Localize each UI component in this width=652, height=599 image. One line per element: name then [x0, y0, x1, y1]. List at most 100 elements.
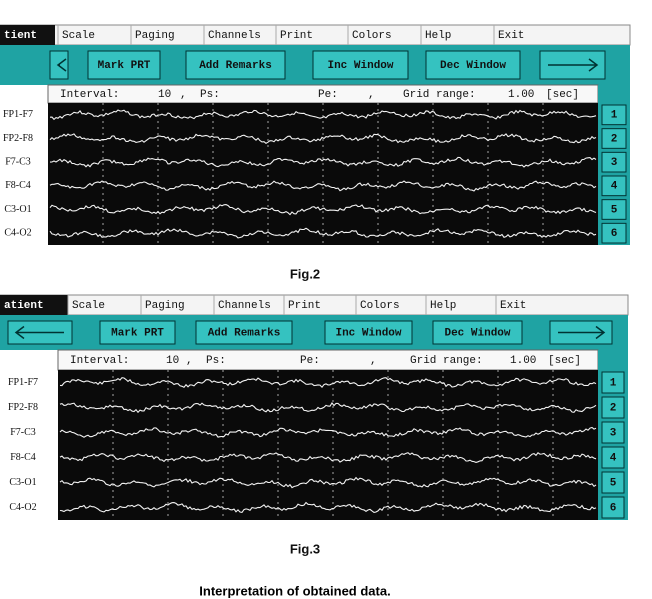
channel-label: F8-C4: [10, 452, 36, 463]
info-text: Grid range:: [410, 355, 483, 367]
menu-item: Scale: [62, 30, 95, 42]
info-text: 1.00: [508, 89, 534, 101]
channel-number: 6: [611, 228, 618, 240]
toolbar-button-label: Add Remarks: [208, 327, 281, 339]
menu-item: Scale: [72, 300, 105, 312]
toolbar-button: [432, 320, 523, 345]
eeg-trace: [59, 476, 597, 489]
channel-number: 1: [611, 110, 618, 122]
menu-item: Help: [430, 300, 456, 312]
toolbar-button-label: Add Remarks: [199, 60, 272, 72]
menu-item: Exit: [500, 300, 526, 312]
channel-number-button: [601, 421, 625, 444]
info-text: Pe:: [318, 89, 338, 101]
channel-number-button: [601, 175, 627, 197]
channel-number: 4: [610, 452, 617, 464]
info-text: 10: [158, 89, 171, 101]
channel-label: F7-C3: [10, 427, 36, 438]
info-text: [sec]: [546, 89, 579, 101]
channel-number-button: [601, 496, 625, 519]
menu-item: Colors: [352, 30, 392, 42]
channel-number: 2: [610, 402, 617, 414]
menu-item: Exit: [498, 30, 524, 42]
menu-tab: [0, 25, 55, 45]
channel-label: F7-C3: [5, 156, 31, 167]
menu-item: Print: [288, 300, 321, 312]
info-text: Pe:: [300, 355, 320, 367]
trace-area: [58, 370, 598, 520]
arrow-icon: [14, 325, 64, 340]
menu-item: Paging: [145, 300, 185, 312]
toolbar-button: [425, 50, 521, 80]
channel-label: C3-O1: [9, 477, 36, 488]
eeg-trace: [49, 227, 597, 239]
toolbar-button-label: Inc Window: [327, 60, 393, 72]
channel-number: 5: [610, 477, 617, 489]
menu-item: Paging: [135, 30, 175, 42]
channel-number-button: [601, 222, 627, 244]
channel-number-button: [601, 396, 625, 419]
menu-tab-label: tient: [4, 30, 37, 42]
channel-label: C4-O2: [9, 502, 36, 513]
info-text: ,: [180, 89, 187, 101]
toolbar-button-label: Dec Window: [440, 60, 506, 72]
menu-tab-label: atient: [4, 300, 44, 312]
eeg-trace: [49, 204, 597, 216]
toolbar-button-label: Mark PRT: [98, 60, 151, 72]
eeg-trace: [49, 180, 597, 192]
channel-label: FP2-F8: [8, 402, 38, 413]
button-bar: [0, 315, 628, 350]
figure-caption: Fig.2: [290, 266, 320, 281]
menu-item: Print: [280, 30, 313, 42]
info-text: Ps:: [206, 355, 226, 367]
arrow-icon: [548, 58, 599, 72]
channel-number: 2: [611, 133, 618, 145]
info-text: 1.00: [510, 355, 536, 367]
arrow-icon: [558, 325, 606, 340]
info-text: ,: [370, 355, 377, 367]
info-text: Interval:: [60, 89, 119, 101]
channel-label: C3-O1: [4, 204, 31, 215]
eeg-trace: [59, 426, 597, 438]
toolbar-button: [99, 320, 176, 345]
channel-number-button: [601, 371, 625, 394]
channel-number: 6: [610, 502, 617, 514]
eeg-trace: [49, 156, 597, 168]
menu-item: Help: [425, 30, 451, 42]
channel-label: FP1-F7: [8, 377, 38, 388]
channel-label: FP1-F7: [3, 109, 33, 120]
channel-number-button: [601, 199, 627, 220]
toolbar-button: [185, 50, 286, 80]
menu-item: Colors: [360, 300, 400, 312]
toolbar-button-label: Mark PRT: [111, 327, 164, 339]
info-text: Ps:: [200, 89, 220, 101]
arrow-icon: [56, 58, 67, 72]
eeg-trace: [49, 109, 597, 121]
info-text: ,: [186, 355, 193, 367]
channel-number-button: [601, 128, 627, 149]
eeg-trace: [59, 377, 597, 389]
channel-number-button: [601, 104, 627, 126]
channel-number: 1: [610, 377, 617, 389]
channel-number: 5: [611, 204, 618, 216]
channel-number: 4: [611, 181, 618, 193]
channel-number-button: [601, 151, 627, 173]
info-text: ,: [368, 89, 375, 101]
eeg-trace: [59, 402, 597, 414]
channel-number: 3: [610, 427, 617, 439]
toolbar-button-label: Inc Window: [335, 327, 401, 339]
toolbar-button-label: Dec Window: [444, 327, 510, 339]
channel-label: FP2-F8: [3, 133, 33, 144]
channel-number-button: [601, 446, 625, 469]
toolbar-button: [195, 320, 293, 345]
info-text: [sec]: [548, 355, 581, 367]
toolbar-button: [312, 50, 409, 80]
toolbar-button: [87, 50, 161, 80]
eeg-trace: [59, 452, 597, 463]
channel-label: C4-O2: [4, 227, 31, 238]
menu-tab: [0, 295, 68, 315]
channel-number-button: [601, 471, 625, 494]
menu-item: Channels: [208, 30, 261, 42]
channel-number: 3: [611, 157, 618, 169]
